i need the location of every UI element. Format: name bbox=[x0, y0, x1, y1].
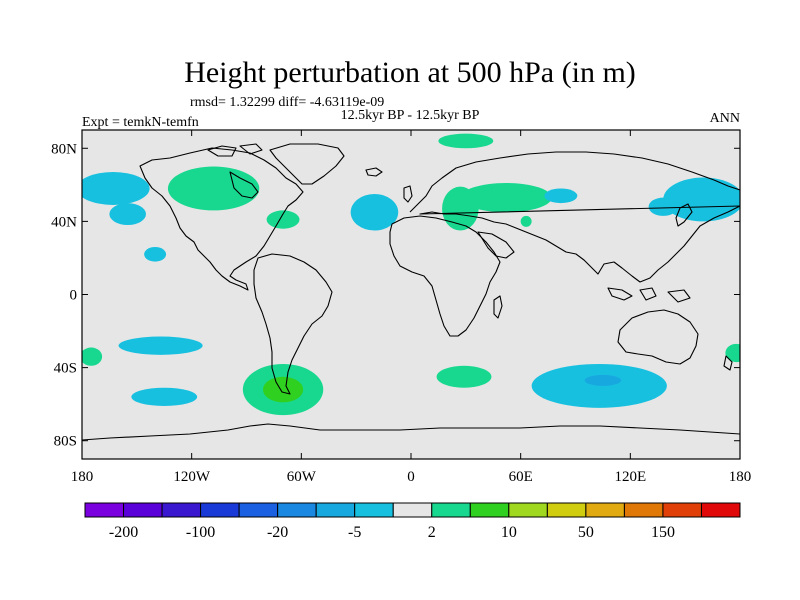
anomaly-region bbox=[167, 166, 260, 211]
anomaly-region bbox=[82, 172, 150, 205]
colorbar-swatch bbox=[161, 502, 202, 518]
eurasia-coastline bbox=[409, 151, 740, 283]
anomaly-layer bbox=[82, 133, 740, 416]
africa-coastline bbox=[389, 215, 501, 337]
colorbar-label: -20 bbox=[267, 524, 288, 541]
colorbar-swatch bbox=[200, 502, 240, 518]
colorbar-swatch bbox=[623, 502, 664, 518]
coastlines bbox=[82, 143, 740, 441]
japan-coastline bbox=[675, 203, 693, 227]
anomaly-region bbox=[144, 246, 167, 262]
hudson-bay bbox=[229, 171, 259, 199]
arctic-islands bbox=[207, 143, 263, 157]
colorbar-label: -100 bbox=[186, 524, 215, 541]
anomaly-region bbox=[460, 183, 552, 213]
colorbar-swatch bbox=[508, 502, 548, 518]
x-tick-label: 120W bbox=[173, 469, 211, 485]
anomaly-region bbox=[544, 188, 578, 204]
x-tick-label: 180 bbox=[71, 469, 94, 485]
colorbar-label: -200 bbox=[109, 524, 138, 541]
y-tick-label: 0 bbox=[70, 288, 78, 304]
colorbar-swatch bbox=[700, 502, 741, 518]
y-tick-label: 80N bbox=[51, 141, 77, 157]
anomaly-region bbox=[109, 203, 146, 226]
anomaly-region bbox=[262, 376, 304, 403]
anomaly-region bbox=[520, 215, 532, 227]
iceland-coastline bbox=[365, 167, 383, 177]
colorbar-label: -5 bbox=[348, 524, 361, 541]
anomaly-region bbox=[438, 133, 494, 149]
colorbar-swatch bbox=[315, 502, 356, 518]
experiment-label: Expt = temkN-temfn bbox=[82, 115, 199, 130]
anomaly-region bbox=[350, 193, 399, 231]
colorbar-swatch bbox=[354, 502, 394, 518]
british-isles-coastline bbox=[403, 185, 413, 203]
antarctica-coastline bbox=[82, 423, 740, 441]
anomaly-region bbox=[436, 365, 492, 388]
madagascar-coastline bbox=[493, 295, 503, 319]
season-label: ANN bbox=[710, 111, 740, 126]
stats-label: rmsd= 1.32299 diff= -4.63119e-09 bbox=[190, 95, 384, 110]
axis-ticks: 180 120W 60W 0 60E 120E 180 80N 40N 0 40S 80S bbox=[51, 130, 751, 485]
colorbar-label: 50 bbox=[578, 524, 594, 541]
south-america-coastline bbox=[253, 253, 333, 395]
greenland-coastline bbox=[269, 143, 345, 185]
anomaly-region bbox=[725, 343, 740, 363]
new-zealand-coastline bbox=[723, 355, 733, 371]
colorbar-swatch bbox=[546, 502, 587, 518]
maritime-continent bbox=[607, 287, 691, 303]
colorbar: -200 -100 -20 -5 2 10 50 150 bbox=[84, 502, 741, 541]
x-tick-label: 120E bbox=[614, 469, 646, 485]
anomaly-region bbox=[531, 363, 667, 408]
colorbar-swatch bbox=[662, 502, 702, 518]
colorbar-swatch bbox=[392, 502, 433, 518]
colorbar-swatch bbox=[123, 502, 163, 518]
x-tick-label: 60E bbox=[509, 469, 533, 485]
colorbar-label: 2 bbox=[428, 524, 436, 541]
colorbar-swatch bbox=[431, 502, 471, 518]
chart-title: Height perturbation at 500 hPa (in m) bbox=[184, 56, 636, 89]
colorbar-label: 10 bbox=[501, 524, 517, 541]
colorbar-swatch bbox=[277, 502, 317, 518]
australia-coastline bbox=[617, 309, 699, 365]
colorbar-label: 150 bbox=[651, 524, 675, 541]
anomaly-region bbox=[266, 210, 300, 229]
colorbar-swatch bbox=[469, 502, 510, 518]
anomaly-region bbox=[118, 336, 203, 355]
colorbar-swatch bbox=[84, 502, 125, 518]
y-tick-label: 40N bbox=[51, 214, 77, 230]
colorbar-swatch bbox=[238, 502, 279, 518]
x-tick-label: 0 bbox=[407, 469, 415, 485]
anomaly-region bbox=[131, 387, 198, 406]
y-tick-label: 80S bbox=[54, 434, 77, 450]
arabian-peninsula bbox=[477, 231, 515, 259]
x-tick-label: 60W bbox=[287, 469, 317, 485]
y-tick-label: 40S bbox=[54, 361, 77, 377]
anomaly-region bbox=[82, 347, 103, 366]
period-label: 12.5kyr BP - 12.5kyr BP bbox=[341, 108, 480, 123]
x-tick-label: 180 bbox=[729, 469, 752, 485]
north-america-coastline bbox=[139, 147, 304, 291]
anomaly-region bbox=[648, 197, 678, 216]
anomaly-region bbox=[663, 177, 740, 222]
anomaly-region bbox=[584, 374, 622, 386]
colorbar-swatch bbox=[585, 502, 625, 518]
